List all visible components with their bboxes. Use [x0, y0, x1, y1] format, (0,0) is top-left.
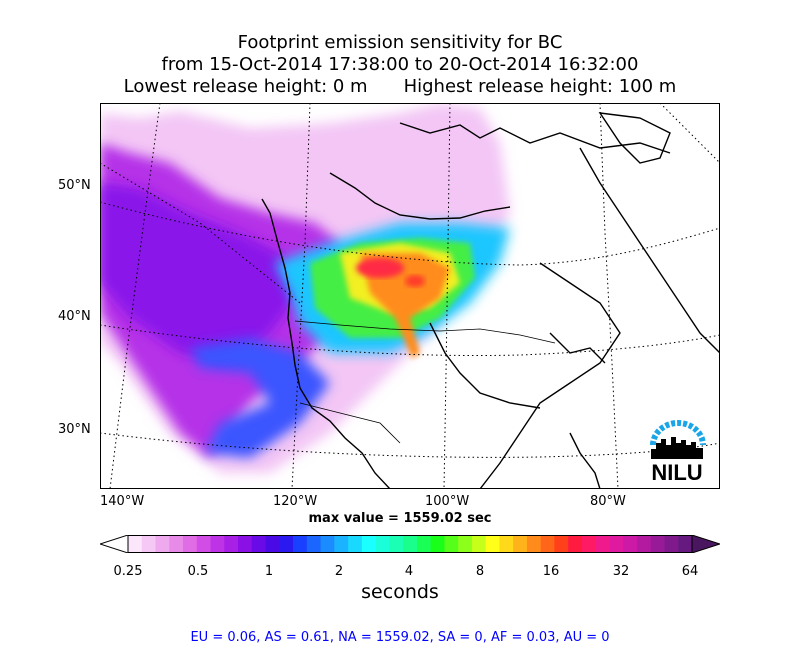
- colorbar-swatch: [526, 535, 542, 553]
- colorbar-tick-2: 1: [264, 564, 274, 579]
- borders: [294, 320, 556, 444]
- footprint-map: NILU: [100, 103, 720, 489]
- lon-label-120w: 120°W: [273, 494, 318, 509]
- graticule: [100, 103, 720, 489]
- nilu-logo-skyline: [651, 437, 703, 459]
- colorbar-swatch: [444, 535, 459, 553]
- nilu-logo-arc: [650, 420, 706, 446]
- coastlines: [261, 112, 720, 489]
- lon-label-80w: 80°W: [590, 494, 626, 509]
- lat-label-50n: 50°N: [58, 178, 91, 193]
- colorbar-tick-1: 0.5: [187, 564, 209, 579]
- title-line-1: Footprint emission sensitivity for BC: [237, 32, 563, 53]
- colorbar-swatch: [389, 535, 404, 553]
- colorbar-swatch: [361, 535, 377, 553]
- colorbar-swatch: [513, 535, 528, 553]
- colorbar-swatch: [485, 535, 500, 553]
- colorbar-tick-8: 64: [681, 564, 699, 579]
- colorbar-swatch: [568, 535, 583, 553]
- colorbar-swatch: [141, 535, 157, 553]
- map-panel: NILU: [100, 103, 720, 489]
- colorbar-frame: [127, 535, 693, 553]
- lon-label-140w: 140°W: [100, 494, 145, 509]
- colorbar-label: seconds: [361, 581, 439, 603]
- colorbar-swatch: [664, 535, 679, 553]
- colorbar-swatch: [678, 535, 693, 553]
- colorbar-swatch: [334, 535, 349, 553]
- colorbar-swatch: [265, 535, 280, 553]
- colorbar-tick-4: 4: [404, 564, 414, 579]
- colorbar-swatch: [416, 535, 432, 553]
- colorbar-tick-0: 0.25: [113, 564, 143, 579]
- nilu-logo-text: NILU: [651, 460, 702, 485]
- colorbar-swatch: [196, 535, 212, 553]
- colorbar-swatch: [375, 535, 390, 553]
- colorbar-swatch: [499, 535, 514, 553]
- colorbar-swatch: [595, 535, 610, 553]
- plume-red-core-2: [405, 275, 425, 287]
- colorbar-swatch: [623, 535, 638, 553]
- colorbar-swatch: [279, 535, 294, 553]
- colorbar-swatch: [636, 535, 652, 553]
- lon-label-100w: 100°W: [425, 494, 470, 509]
- colorbar-swatch: [293, 535, 308, 553]
- lowest-release-height: Lowest release height: 0 m: [123, 76, 368, 97]
- plume-purple: [100, 183, 300, 363]
- colorbar: [100, 535, 720, 553]
- colorbar-swatch: [320, 535, 335, 553]
- lat-label-30n: 30°N: [58, 422, 91, 437]
- colorbar-swatch: [155, 535, 170, 553]
- colorbar-tick-6: 16: [542, 564, 560, 579]
- colorbar-tick-7: 32: [612, 564, 630, 579]
- colorbar-swatch: [306, 535, 322, 553]
- colorbar-swatch: [183, 535, 198, 553]
- colorbar-tick-5: 8: [475, 564, 485, 579]
- colorbar-swatch: [540, 535, 555, 553]
- plume-red-core: [356, 258, 404, 278]
- colorbar-swatch: [581, 535, 597, 553]
- colorbar-swatch: [251, 535, 267, 553]
- colorbar-swatch: [554, 535, 569, 553]
- colorbar-swatch: [458, 535, 473, 553]
- lat-label-40n: 40°N: [58, 309, 91, 324]
- colorbar-swatch: [224, 535, 239, 553]
- title-line-2: from 15-Oct-2014 17:38:00 to 20-Oct-2014…: [161, 54, 639, 75]
- colorbar-extend-high: [691, 535, 720, 553]
- title-line-3: Lowest release height: 0 m Highest releas…: [0, 76, 800, 98]
- plume-orange: [360, 253, 450, 358]
- colorbar-tick-3: 2: [334, 564, 344, 579]
- colorbar-swatch: [650, 535, 665, 553]
- colorbar-swatch: [169, 535, 184, 553]
- colorbar-extend-low: [100, 535, 129, 553]
- colorbar-swatch: [471, 535, 487, 553]
- colorbar-swatch: [238, 535, 253, 553]
- highest-release-height: Highest release height: 100 m: [403, 76, 677, 97]
- sensitivity-field: [100, 103, 510, 473]
- colorbar-swatch: [403, 535, 418, 553]
- nilu-logo: NILU: [650, 420, 706, 485]
- colorbar-swatch: [348, 535, 363, 553]
- colorbar-swatch: [430, 535, 445, 553]
- colorbar-swatch: [210, 535, 225, 553]
- colorbar-swatch: [128, 535, 143, 553]
- max-value-label: max value = 1559.02 sec: [308, 511, 492, 526]
- colorbar-swatch: [609, 535, 624, 553]
- region-totals: EU = 0.06, AS = 0.61, NA = 1559.02, SA =…: [190, 630, 610, 645]
